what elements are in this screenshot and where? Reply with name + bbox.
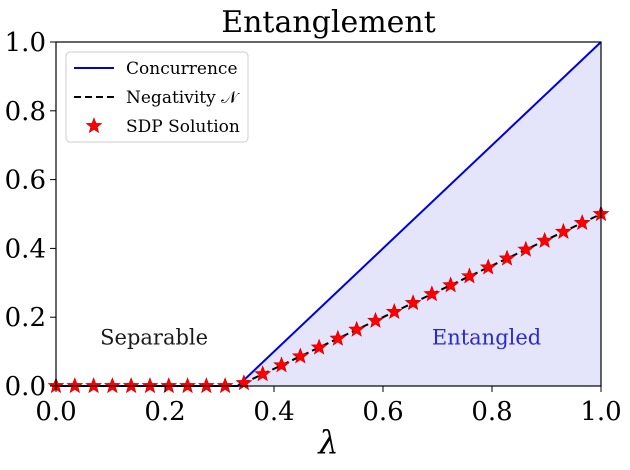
sdp-point-14 (310, 338, 328, 355)
x-tick-label-3: 0.6 (362, 397, 403, 427)
separable-label: Separable (100, 326, 208, 350)
legend-label-0: Concurrence (126, 59, 238, 79)
x-axis-label: λ (316, 423, 338, 461)
legend-label-2: SDP Solution (126, 117, 240, 137)
sdp-point-18 (385, 303, 403, 320)
x-tick-label-4: 0.8 (471, 397, 512, 427)
x-tick-label-5: 1.0 (580, 397, 621, 427)
sdp-point-25 (517, 240, 535, 257)
sdp-point-22 (461, 267, 478, 284)
sdp-point-28 (573, 214, 591, 231)
y-tick-label-0: 0.0 (5, 372, 46, 402)
legend-label-1: Negativity 𝒩 (126, 88, 240, 108)
sdp-point-20 (423, 285, 441, 302)
sdp-point-4 (122, 377, 140, 394)
sdp-point-23 (479, 258, 497, 275)
sdp-point-27 (554, 222, 572, 239)
y-tick-label-3: 0.6 (5, 166, 46, 196)
sdp-point-19 (404, 294, 422, 311)
sdp-point-15 (329, 329, 347, 346)
sdp-point-13 (291, 347, 309, 364)
x-tick-label-1: 0.2 (144, 397, 185, 427)
sdp-point-24 (498, 249, 516, 266)
sdp-point-9 (216, 377, 234, 394)
y-tick-label-4: 0.8 (5, 97, 46, 127)
y-tick-label-5: 1.0 (5, 28, 46, 58)
sdp-point-17 (367, 311, 384, 328)
sdp-point-12 (273, 356, 290, 373)
legend-marker-sdp (85, 117, 103, 134)
plot-frame (55, 41, 602, 387)
x-tick-label-0: 0.0 (35, 397, 76, 427)
sdp-point-5 (141, 377, 159, 394)
sdp-point-21 (442, 276, 460, 293)
sdp-point-2 (85, 377, 103, 394)
x-tick-label-2: 0.4 (253, 397, 294, 427)
sdp-point-3 (103, 377, 121, 394)
sdp-point-11 (254, 365, 272, 382)
entangled-label: Entangled (432, 326, 541, 350)
sdp-point-26 (536, 231, 554, 248)
y-tick-label-1: 0.2 (5, 303, 46, 333)
sdp-point-1 (66, 377, 84, 394)
sdp-point-16 (348, 320, 366, 337)
y-tick-label-2: 0.4 (5, 234, 46, 264)
legend-box (65, 51, 249, 143)
sdp-point-6 (160, 377, 178, 394)
sdp-point-8 (197, 377, 215, 394)
chart-title: Entanglement (221, 5, 436, 40)
sdp-point-7 (179, 377, 196, 394)
